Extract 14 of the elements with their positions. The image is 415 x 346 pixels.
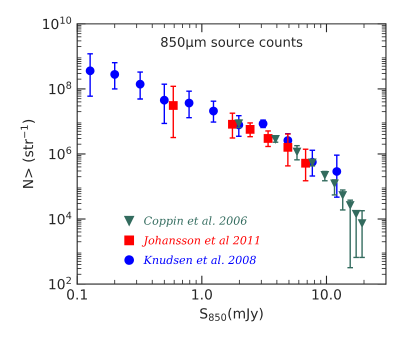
legend-label: Knudsen et al. 2008: [143, 256, 256, 264]
y-tick-label: 10$^{4}$: [49, 212, 72, 224]
y-tick-label: 10$^{6}$: [49, 146, 72, 160]
y-tick-label: 10$^{2}$: [49, 276, 71, 290]
x-axis-title: S$_{850}$(mJy): [200, 308, 263, 322]
y-tick-label: 10$^{10}$: [43, 16, 72, 30]
legend-label: Coppin et al. 2006: [144, 216, 247, 227]
x-tick-label: 1.0: [192, 289, 212, 300]
y-tick-label: 10$^{8}$: [49, 82, 72, 94]
legend-label: Johansson et al 2011: [142, 236, 259, 247]
text: 850μm source counts: [161, 36, 302, 50]
x-tick-label: 10.0: [312, 289, 342, 300]
y-axis-title: N> (str$^{−1}$): [20, 120, 35, 188]
x-tick-label: 0.1: [67, 289, 87, 300]
